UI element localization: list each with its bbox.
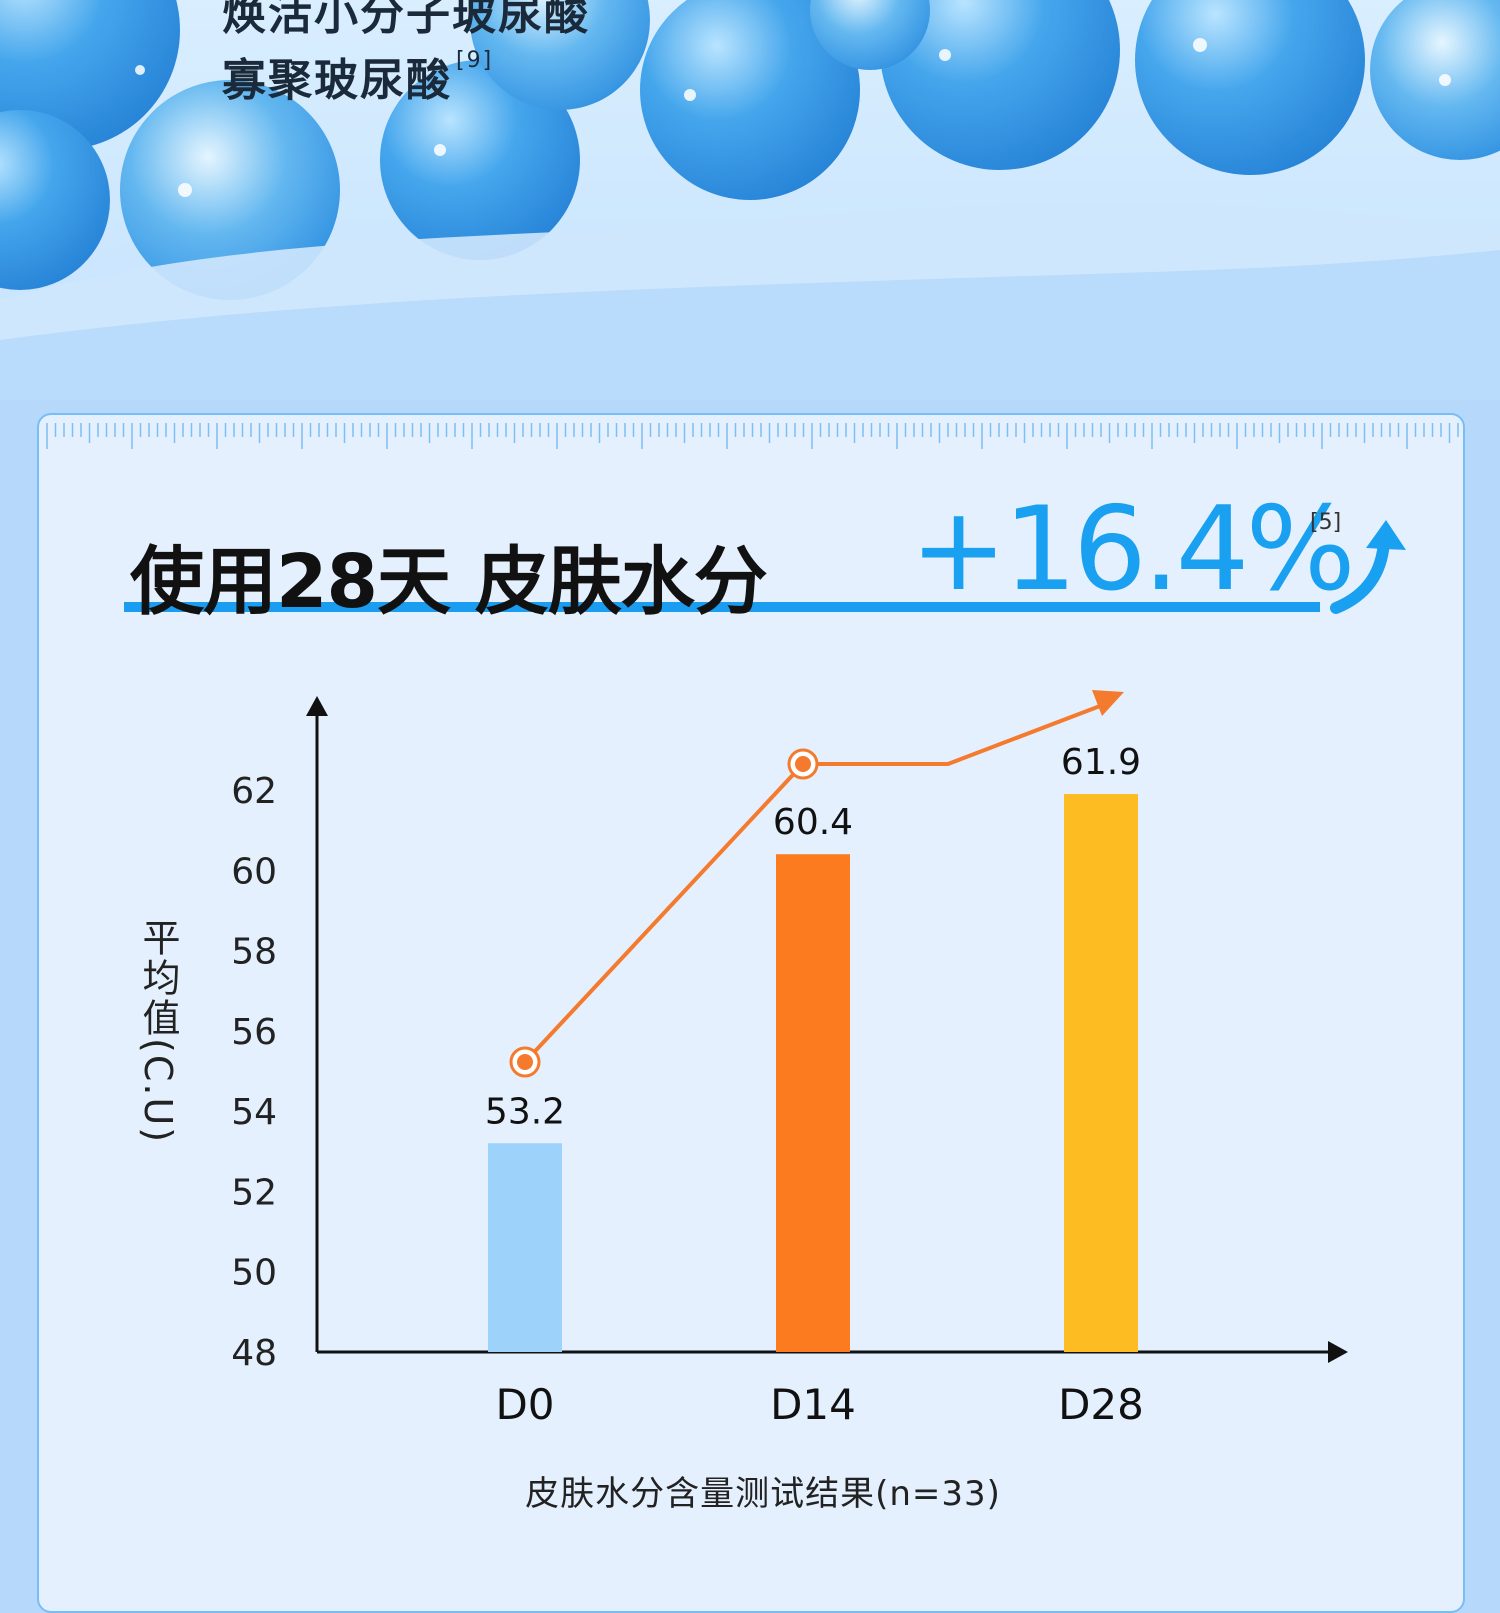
chart: 62 60 58 56 54 52 50 48 53.2 60.4 61.9 D0 D14 D28 xyxy=(231,690,1348,1429)
y-axis-arrow-icon xyxy=(306,696,328,716)
bars xyxy=(488,794,1138,1352)
y-tick-label: 54 xyxy=(231,1092,277,1133)
up-arrow-icon xyxy=(1330,520,1406,614)
headline-percent: +16.4% xyxy=(910,482,1356,617)
x-tick-label: D0 xyxy=(495,1380,554,1429)
hero-title-line1: 焕活小分子玻尿酸 xyxy=(222,0,590,40)
trend-polyline xyxy=(523,704,1101,1064)
value-label: 60.4 xyxy=(773,802,853,843)
result-card xyxy=(37,413,1465,1613)
y-tick-label: 56 xyxy=(231,1012,277,1053)
bar-d14 xyxy=(776,854,850,1352)
y-tick-label: 58 xyxy=(231,932,277,973)
hero-title-line2: 寡聚玻尿酸 [9] xyxy=(222,44,493,108)
headline-text: 使用28天 皮肤水分 xyxy=(130,539,768,625)
y-tick-label: 50 xyxy=(231,1253,277,1294)
chart-caption: 皮肤水分含量测试结果(n=33) xyxy=(525,1474,1001,1514)
x-tick-label: D14 xyxy=(770,1380,856,1429)
y-tick-label: 52 xyxy=(231,1172,277,1213)
value-labels: 53.2 60.4 61.9 xyxy=(485,742,1141,1132)
hero-reference: [9] xyxy=(456,48,494,73)
ruler-decoration xyxy=(46,423,1459,449)
hero-title-line2-text: 寡聚玻尿酸 xyxy=(222,55,452,106)
bar-d0 xyxy=(488,1143,562,1352)
headline: 使用28天 皮肤水分 +16.4% [5] xyxy=(124,482,1430,642)
value-label: 61.9 xyxy=(1061,742,1141,783)
value-label: 53.2 xyxy=(485,1091,565,1132)
y-tick-label: 48 xyxy=(231,1333,277,1374)
trend-arrow-icon xyxy=(1092,690,1124,716)
bubble-background xyxy=(0,0,1500,400)
y-axis-label: 平均值(C.U) xyxy=(136,918,180,1145)
trend-line xyxy=(509,690,1124,1078)
x-tick-label: D28 xyxy=(1058,1380,1144,1429)
hero-banner: 焕活小分子玻尿酸 寡聚玻尿酸 [9] xyxy=(0,0,1500,400)
headline-reference: [5] xyxy=(1310,510,1342,535)
y-ticks: 62 60 58 56 54 52 50 48 xyxy=(231,771,277,1374)
trend-marker-dot xyxy=(517,1054,533,1070)
x-axis-arrow-icon xyxy=(1328,1341,1348,1363)
y-tick-label: 62 xyxy=(231,771,277,812)
x-labels: D0 D14 D28 xyxy=(495,1380,1143,1429)
trend-marker-dot xyxy=(795,756,811,772)
bar-d28 xyxy=(1064,794,1138,1352)
headline-underline xyxy=(124,602,1320,612)
y-tick-label: 60 xyxy=(231,851,277,892)
